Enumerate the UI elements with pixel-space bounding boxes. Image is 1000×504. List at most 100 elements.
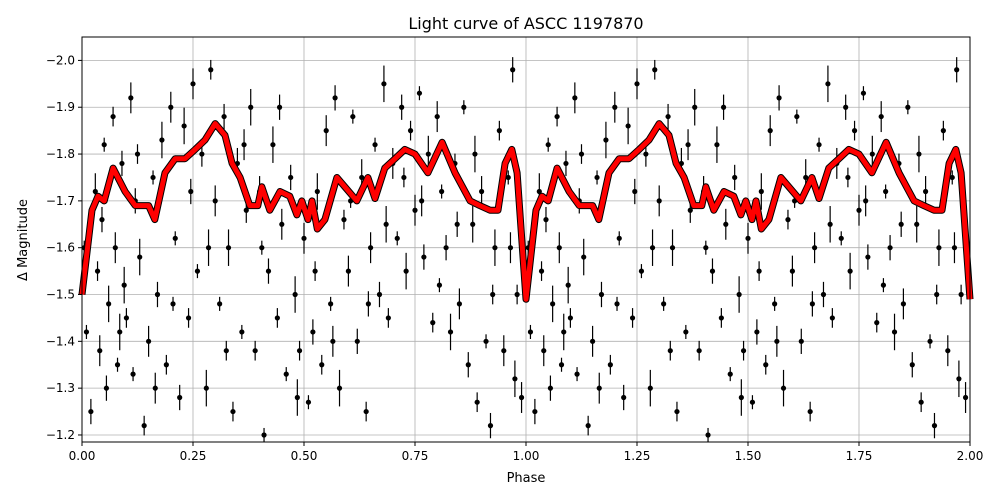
- data-point: [350, 113, 356, 120]
- data-point: [798, 338, 804, 344]
- data-point: [363, 408, 369, 415]
- data-point: [634, 81, 640, 87]
- data-point: [614, 301, 620, 307]
- data-point: [874, 320, 880, 326]
- x-axis-label: Phase: [507, 471, 546, 486]
- data-point: [146, 338, 152, 344]
- data-point: [294, 394, 300, 401]
- data-point: [341, 217, 347, 223]
- data-point: [945, 348, 951, 354]
- data-point: [829, 315, 835, 321]
- data-point: [603, 137, 609, 143]
- data-point: [847, 268, 853, 274]
- data-point: [505, 174, 511, 181]
- data-point: [816, 142, 822, 148]
- data-points: [81, 57, 969, 442]
- x-tick-label: 0.50: [291, 449, 318, 463]
- data-point: [567, 315, 574, 321]
- data-point: [319, 362, 325, 368]
- data-point: [880, 282, 887, 288]
- data-point: [123, 315, 129, 321]
- data-point: [419, 198, 425, 204]
- data-point: [905, 104, 911, 110]
- data-point: [332, 95, 338, 101]
- data-point: [547, 385, 554, 391]
- data-point: [501, 348, 507, 354]
- data-point: [596, 385, 602, 391]
- data-point: [474, 399, 480, 405]
- data-point: [621, 394, 627, 401]
- y-tick-label: −1.6: [46, 241, 75, 255]
- data-point: [243, 207, 249, 213]
- data-point: [230, 408, 236, 415]
- data-point: [812, 245, 818, 251]
- data-point: [649, 245, 656, 251]
- data-point: [789, 268, 796, 274]
- data-point: [456, 301, 462, 307]
- data-point: [276, 104, 283, 110]
- data-point: [265, 268, 272, 274]
- data-point: [803, 174, 809, 181]
- data-point: [92, 188, 98, 195]
- data-point: [758, 188, 764, 195]
- data-point: [283, 371, 289, 377]
- data-point: [807, 408, 813, 415]
- data-point: [252, 348, 258, 354]
- data-point: [336, 385, 343, 391]
- data-point: [590, 338, 596, 344]
- data-point: [661, 301, 667, 307]
- data-point: [934, 291, 940, 298]
- data-point: [572, 95, 578, 101]
- data-point: [514, 291, 520, 298]
- y-tick-label: −2.0: [46, 53, 75, 67]
- data-point: [683, 329, 689, 335]
- data-point: [454, 221, 460, 227]
- data-point: [430, 320, 436, 326]
- data-point: [279, 221, 285, 227]
- y-tick-label: −1.9: [46, 100, 75, 114]
- data-point: [612, 104, 618, 110]
- data-point: [381, 81, 387, 87]
- data-point: [274, 315, 280, 321]
- data-point: [685, 142, 691, 148]
- data-point: [177, 394, 183, 401]
- data-point: [578, 151, 585, 157]
- data-point: [774, 338, 780, 344]
- data-point: [205, 245, 212, 251]
- data-point: [288, 174, 294, 181]
- data-point: [532, 408, 538, 415]
- data-point: [909, 362, 915, 368]
- data-point: [756, 268, 762, 274]
- data-point: [416, 90, 423, 96]
- data-point: [141, 423, 147, 429]
- data-point: [117, 329, 123, 335]
- y-tick-label: −1.4: [46, 334, 75, 348]
- data-point: [310, 329, 316, 335]
- data-point: [638, 268, 645, 274]
- x-tick-label: 1.50: [735, 449, 762, 463]
- data-point: [83, 329, 90, 335]
- data-point: [385, 315, 391, 321]
- data-point: [545, 142, 551, 148]
- data-point: [114, 362, 121, 368]
- data-point: [918, 399, 924, 405]
- data-point: [632, 188, 638, 195]
- data-point: [372, 142, 378, 148]
- data-point: [665, 113, 671, 120]
- data-point: [492, 245, 498, 251]
- data-point: [88, 408, 94, 415]
- data-point: [687, 207, 693, 213]
- data-point: [563, 160, 569, 167]
- data-point: [554, 113, 560, 120]
- data-point: [394, 235, 400, 241]
- data-point: [110, 113, 116, 120]
- data-point: [536, 188, 542, 195]
- data-point: [558, 362, 565, 368]
- data-point: [248, 104, 254, 110]
- data-point: [720, 104, 727, 110]
- data-point: [345, 268, 351, 274]
- data-point: [745, 235, 751, 241]
- data-point: [439, 188, 445, 195]
- data-point: [936, 245, 942, 251]
- data-point: [137, 254, 143, 260]
